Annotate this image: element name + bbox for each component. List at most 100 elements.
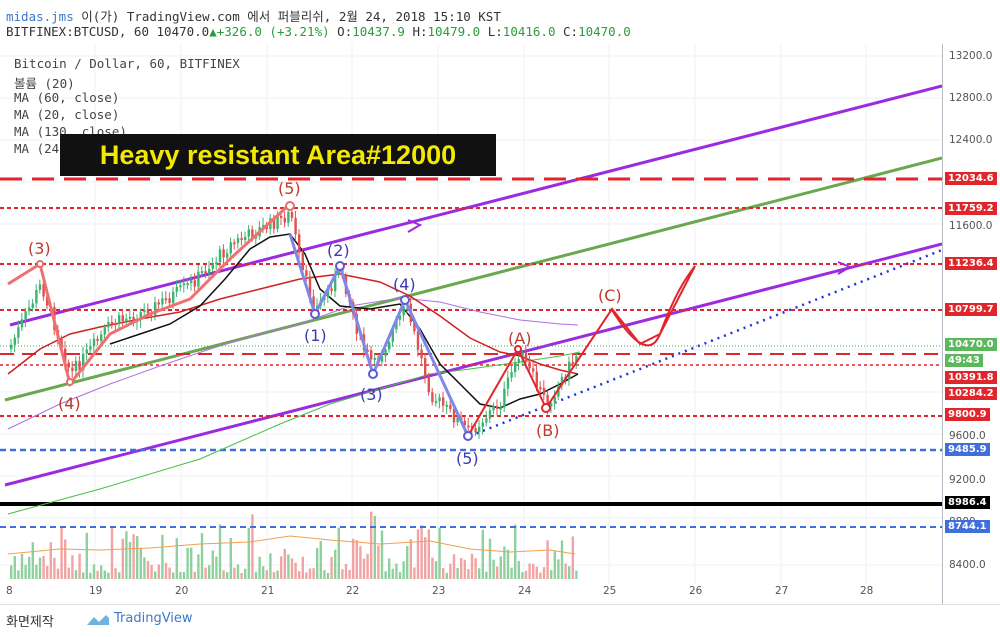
candle-body [521,352,524,360]
volume-bar [287,554,290,579]
time-tick: 26 [689,585,703,597]
price-scale[interactable]: 13200.0 12800.0 12400.0 11600.0 9600.0 9… [942,44,1000,604]
price-tag-10284: 10284.2 [945,387,997,400]
volume-bar [496,566,499,579]
price-tag-8744: 8744.1 [945,520,990,533]
candle-body [164,298,168,301]
volume-bar [485,571,488,579]
volume-bar [272,572,276,579]
volume-bar [236,564,240,579]
candle-body [168,298,171,304]
candle-body [64,348,67,363]
volume-bar [463,559,466,579]
bar-timer-tag: 49:43 [945,354,983,367]
candle-body [172,291,175,304]
volume-bar [388,558,391,579]
price-tick: 9200.0 [949,474,986,486]
legend-ma20[interactable]: MA (20, close) [14,107,120,122]
horizontal-levels [0,177,942,528]
candle-body [474,428,477,432]
candle-body [132,316,135,322]
volume-bar [546,540,549,579]
time-tick: 25 [603,585,617,597]
candle-body [496,406,499,409]
wave-b-label: (B) [536,421,559,440]
volume-bar [557,559,560,579]
candle-body [330,288,333,292]
volume-bar [319,541,322,579]
candle-body [478,426,481,432]
candle-body [17,327,20,338]
candle-body [46,296,49,306]
candle-body [427,375,430,393]
volume-bar [384,571,387,579]
volume-bar [46,565,49,579]
candle-body [506,377,510,389]
footer-bar: 화면제작 TradingView [0,604,1000,637]
volume-bar [258,556,261,579]
volume-bar [550,570,553,579]
candle-body [110,322,114,325]
volume-bar [49,542,52,579]
volume-bar [312,568,315,579]
candle-body [499,407,502,410]
author-link[interactable]: midas.jms [6,9,74,24]
candle-body [524,352,528,362]
time-tick: 21 [261,585,275,597]
volume-bar [114,568,117,579]
volume-bar [186,547,189,579]
candle-body [571,361,574,364]
candle-body [211,263,214,269]
symbol-name: BITFINEX:BTCUSD, 60 [6,24,149,39]
candle-body [82,353,85,371]
wave-3-top-label: (3) [28,239,51,258]
candle-body [539,387,542,390]
volume-bar [323,570,326,579]
price-chart[interactable]: (3) (4) (5) (1) (2) (3) (4) (5) (A) (B) … [0,44,942,604]
volume-bar [92,564,96,579]
wave-c-projection [611,265,696,347]
volume-bar [67,567,70,579]
high-value: 10479.0 [427,24,481,39]
volume-bar [118,572,121,579]
volume-bar [13,556,16,579]
volume-bar [233,567,236,579]
candle-body [420,349,423,359]
legend-volume[interactable]: 볼륨 (20) [14,76,75,91]
volume-bar [35,564,38,579]
legend-symbol[interactable]: Bitcoin / Dollar, 60, BITFINEX [14,56,240,71]
legend-ma60[interactable]: MA (60, close) [14,90,120,105]
candle-body [528,361,531,369]
volume-bar [269,553,272,579]
volume-bar [146,560,150,579]
candle-body [308,276,312,297]
volume-bar [528,563,531,579]
volume-bar [215,556,218,579]
candle-body [424,358,427,376]
volume-bar [452,554,456,579]
open-value: 10437.9 [352,24,405,39]
volume-bar [308,568,312,579]
volume-bar [564,563,567,579]
close-value: 10470.0 [578,24,631,39]
volume-bar [204,567,207,579]
volume-bar [481,529,484,579]
ma130-line [7,297,579,430]
tradingview-logo-icon [87,615,109,625]
volume-bar [128,541,132,579]
wave-correction-blue [288,233,470,437]
candle-body [78,361,81,371]
candle-body [398,315,402,320]
candle-body [326,288,330,298]
wave-c1-label: (1) [304,326,327,345]
candle-body [546,394,549,407]
wave-c-label: (C) [598,286,622,305]
volume-bar [395,563,398,579]
candle-body [373,357,376,360]
volume-bar [211,550,214,579]
channel-upper-line [9,84,942,327]
tradingview-brand-link[interactable]: TradingView [114,611,193,626]
candle-body [200,271,204,274]
publish-info: 이(가) TradingView.com 에서 퍼블리쉬, 2월 24, 201… [81,9,501,24]
candle-body [114,323,117,326]
